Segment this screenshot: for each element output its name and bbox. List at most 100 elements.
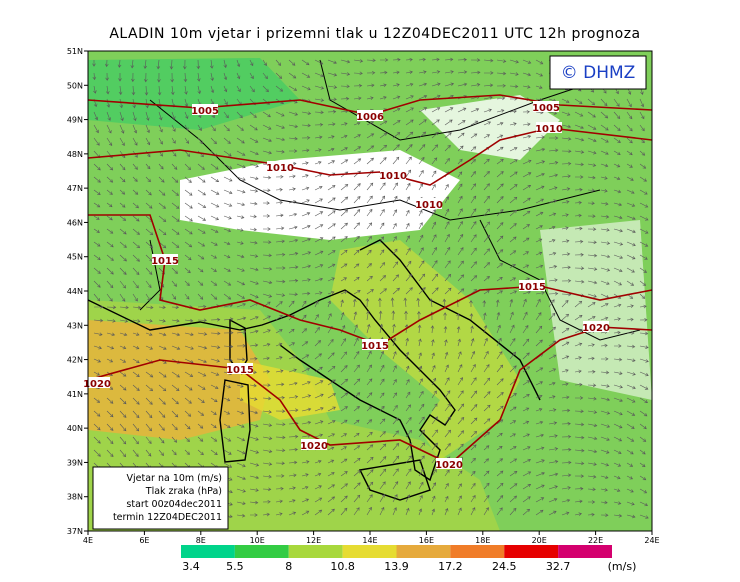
strong-wind-area: [88, 320, 270, 440]
lat-label: 49N: [67, 116, 83, 125]
colorbar-value: 5.5: [226, 560, 244, 573]
colorbar-value: 17.2: [438, 560, 463, 573]
colorbar-value: 24.5: [492, 560, 517, 573]
lon-label: 24E: [644, 536, 659, 545]
legend-line: Vjetar na 10m (m/s): [127, 473, 223, 484]
lon-label: 22E: [588, 536, 603, 545]
isobar-label: 1020: [435, 460, 463, 471]
isobar-label: 1006: [356, 112, 384, 123]
isobar-label-bg: [267, 161, 293, 172]
isobar-label-bg: [84, 377, 110, 388]
isobar-label: 1015: [226, 365, 254, 376]
calm-area: [540, 220, 652, 400]
coastline: [219, 379, 251, 463]
lon-label: 16E: [419, 536, 434, 545]
map-body: 1005 1006 1005 1010 1010 1010 1010 1015 1015 1015…: [83, 50, 653, 532]
lat-label: 46N: [67, 218, 83, 227]
legend-line: start 00z04dec2011: [126, 499, 222, 510]
colorbar-value: 8: [285, 560, 292, 573]
adriatic-area: [330, 240, 520, 460]
colorbar-value: 13.9: [384, 560, 409, 573]
isobar-label: 1010: [535, 124, 563, 135]
legend-box: [92, 466, 229, 530]
isobar-label-bg: [357, 110, 383, 121]
lat-label: 39N: [67, 458, 83, 467]
isobar-label: 1015: [151, 256, 179, 267]
lat-label: 43N: [67, 321, 83, 330]
lat-label: 47N: [67, 184, 83, 193]
wind-area: [88, 58, 300, 130]
lon-label: 18E: [475, 536, 490, 545]
colorbar-swatch: [504, 545, 559, 558]
isobar-label-bg: [152, 254, 178, 265]
lat-label: 44N: [67, 287, 83, 296]
colorbar-swatch: [342, 545, 397, 558]
colorbar-value: 32.7: [546, 560, 571, 573]
axis-labels: 37N 38N 39N 40N 41N 42N 43N 44N 45N 46N 47N 48N 49N 5…: [67, 47, 660, 545]
wind-area: [240, 360, 340, 420]
isobar-label-bg: [380, 169, 406, 180]
colorbar-swatch: [396, 545, 451, 558]
legend-line: termin 12Z04DEC2011: [113, 512, 222, 523]
isobar-label-bg: [583, 321, 609, 332]
lat-label: 48N: [67, 150, 83, 159]
isobar-label-bg: [416, 198, 442, 209]
lon-label: 4E: [83, 536, 93, 545]
lat-label: 45N: [67, 253, 83, 262]
lat-label: 42N: [67, 356, 83, 365]
colorbar-value: 3.4: [182, 560, 200, 573]
lon-label: 8E: [196, 536, 206, 545]
lon-label: 14E: [362, 536, 377, 545]
isobar-label: 1010: [379, 171, 407, 182]
colorbar-value: 10.8: [330, 560, 355, 573]
isobar-label: 1015: [518, 282, 546, 293]
colorbar: 3.4 5.5 8 10.8 13.9 17.2 24.5 32.7 (m/s): [181, 545, 636, 573]
lat-label: 50N: [67, 81, 83, 90]
isobar-label: 1020: [83, 379, 111, 390]
colorbar-unit: (m/s): [608, 560, 637, 573]
isobar-label-bg: [436, 458, 462, 469]
isobar-label: 1010: [266, 163, 294, 174]
isobar-label-bg: [301, 439, 327, 450]
isobar-label-bg: [536, 122, 562, 133]
logo: © DHMZ: [561, 63, 636, 83]
lat-label: 40N: [67, 424, 83, 433]
isobar-label: 1020: [300, 441, 328, 452]
colorbar-swatch: [558, 545, 612, 558]
logo-box: [549, 55, 647, 90]
isobar-label-bg: [533, 101, 559, 112]
isobar-label: 1020: [582, 323, 610, 334]
isobar-label: 1010: [415, 200, 443, 211]
lon-label: 10E: [250, 536, 265, 545]
lat-label: 51N: [67, 47, 83, 56]
lon-label: 6E: [139, 536, 149, 545]
lat-label: 37N: [67, 527, 83, 536]
colorbar-swatch: [181, 545, 235, 558]
isobar-label-bg: [227, 363, 253, 374]
calm-area: [420, 95, 560, 160]
coastline: [358, 459, 431, 501]
coastline: [239, 289, 456, 482]
border: [319, 59, 601, 141]
legend-line: Tlak zraka (hPa): [145, 486, 222, 497]
isobar-label: 1005: [532, 103, 560, 114]
lat-label: 41N: [67, 390, 83, 399]
title: ALADIN 10m vjetar i prizemni tlak u 12Z0…: [109, 26, 640, 42]
border: [479, 219, 641, 341]
colorbar-swatch: [288, 545, 343, 558]
isobar-label: 1005: [191, 106, 219, 117]
coastline: [87, 299, 241, 331]
isobar-label-bg: [362, 339, 388, 350]
coastline: [359, 239, 541, 401]
isobar-labels: 1005 1006 1005 1010 1010 1010 1010 1015 1015 1015…: [83, 101, 610, 471]
lon-label: 20E: [532, 536, 547, 545]
lat-label: 38N: [67, 493, 83, 502]
isobar-label-bg: [192, 104, 218, 115]
colorbar-swatch: [234, 545, 289, 558]
legend: Vjetar na 10m (m/s) Tlak zraka (hPa) start…: [113, 473, 222, 523]
lon-label: 12E: [306, 536, 321, 545]
colorbar-swatch: [450, 545, 505, 558]
isobar-label: 1015: [361, 341, 389, 352]
